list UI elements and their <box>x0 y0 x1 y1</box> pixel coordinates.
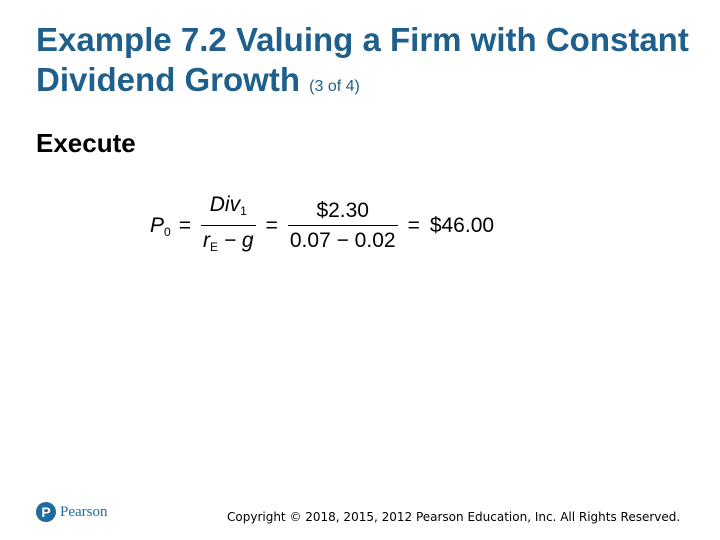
formula-equals-3: = <box>407 214 420 237</box>
formula-result: $46.00 <box>429 214 495 237</box>
formula-lhs-var: P <box>150 213 165 237</box>
pearson-logo-icon: P <box>36 502 56 522</box>
section-heading: Execute <box>36 128 136 158</box>
formula-equals-2: = <box>265 214 278 237</box>
pearson-logo-text: Pearson <box>60 503 108 520</box>
copyright-notice: Copyright © 2018, 2015, 2012 Pearson Edu… <box>227 510 681 524</box>
denominator-sub: E <box>209 240 218 254</box>
fraction-numeric-numerator: $2.30 <box>316 199 369 222</box>
denominator-rest: − g <box>223 229 254 252</box>
denominator-var: r <box>202 229 210 252</box>
formula-equals-1: = <box>178 214 191 237</box>
formula-lhs: P0 <box>150 214 171 239</box>
formula-lhs-sub: 0 <box>164 224 171 239</box>
slide-title-suffix: (3 of 4) <box>309 78 360 95</box>
slide-title-main: Example 7.2 Valuing a Firm with Constant… <box>36 21 689 98</box>
numerator-sub: 1 <box>240 204 247 218</box>
fraction-symbolic-denominator: rE − g <box>200 225 256 259</box>
numerator-var: Div <box>209 193 241 216</box>
slide-title: Example 7.2 Valuing a Firm with Constant… <box>36 20 696 107</box>
valuation-formula: P0 = Div1 rE − g = $2.30 0.07 − 0.02 = $… <box>150 193 495 259</box>
pearson-logo: P Pearson <box>36 502 108 522</box>
fraction-symbolic-numerator: Div1 <box>208 193 249 225</box>
fraction-numeric-denominator: 0.07 − 0.02 <box>287 225 398 253</box>
formula-fraction-numeric: $2.30 0.07 − 0.02 <box>287 199 398 253</box>
formula-fraction-symbolic: Div1 rE − g <box>200 193 256 259</box>
